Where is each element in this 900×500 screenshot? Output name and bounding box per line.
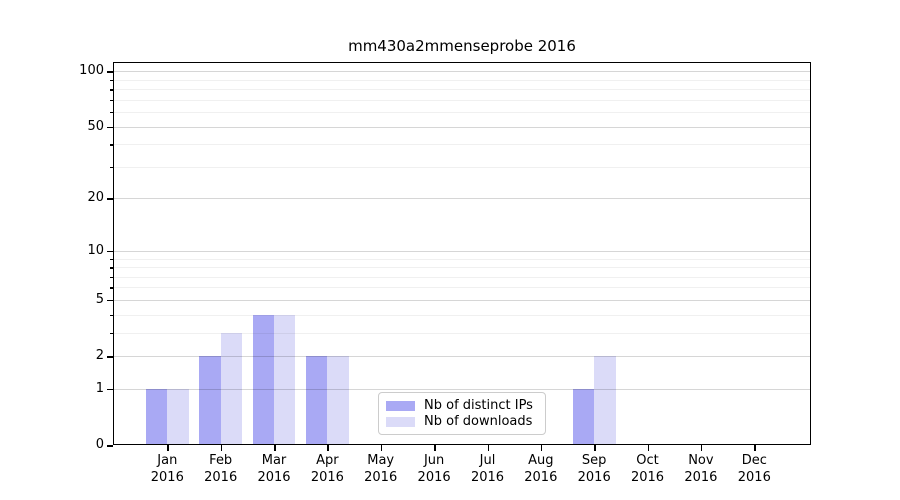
gridline-major-50	[113, 126, 811, 128]
x-tick-jun	[434, 445, 436, 451]
gridline-minor-4	[113, 314, 811, 316]
legend-swatch-downloads	[386, 416, 415, 427]
bar-downloads-mar	[274, 314, 296, 445]
y-minortick-7	[110, 276, 113, 278]
x-tick-feb	[220, 445, 223, 451]
y-tick-label-100: 100	[79, 63, 104, 79]
x-tick-dec	[754, 445, 756, 451]
y-tick-20	[107, 198, 113, 200]
x-tick-mar	[274, 445, 276, 451]
y-minortick-4	[110, 314, 113, 317]
y-tick-2	[107, 356, 113, 358]
gridline-major-2	[113, 356, 811, 357]
gridline-major-20	[113, 198, 811, 200]
x-tick-label-dec: Dec 2016	[737, 453, 771, 485]
x-tick-may	[380, 445, 383, 451]
x-tick-label-sep: Sep 2016	[577, 453, 611, 485]
x-tick-label-apr: Apr 2016	[310, 453, 344, 485]
x-tick-label-may: May 2016	[364, 453, 398, 485]
bars-layer	[113, 62, 811, 445]
gridline-minor-40	[113, 144, 811, 146]
legend-label-distinct-ips: Nb of distinct IPs	[424, 398, 533, 413]
legend: Nb of distinct IPs Nb of downloads	[378, 392, 546, 435]
legend-swatch-distinct-ips	[386, 400, 415, 411]
gridline-minor-90	[113, 79, 811, 81]
bar-distinct-ips-sep	[572, 388, 595, 445]
bar-distinct-ips-apr	[306, 356, 328, 445]
legend-item-distinct-ips: Nb of distinct IPs	[386, 398, 537, 413]
y-minortick-80	[110, 89, 113, 91]
y-minortick-8	[110, 267, 113, 269]
gridline-major-5	[113, 299, 811, 301]
y-tick-5	[107, 299, 113, 302]
y-minortick-3	[110, 332, 113, 335]
y-tick-label-1: 1	[95, 380, 104, 396]
y-tick-label-20: 20	[87, 190, 104, 206]
gridline-major-100	[113, 71, 811, 73]
y-tick-0	[107, 445, 113, 447]
x-tick-label-aug: Aug 2016	[524, 453, 558, 485]
y-tick-label-10: 10	[87, 242, 104, 258]
gridline-major-10	[113, 250, 811, 252]
y-tick-label-0: 0	[95, 437, 104, 452]
gridline-minor-3	[113, 332, 811, 334]
x-tick-sep	[594, 445, 596, 451]
gridline-minor-30	[113, 166, 811, 168]
gridline-minor-9	[113, 258, 811, 260]
x-tick-label-mar: Mar 2016	[257, 453, 291, 485]
y-tick-10	[107, 250, 113, 253]
y-tick-100	[107, 71, 113, 73]
x-tick-label-jan: Jan 2016	[150, 453, 184, 485]
bar-distinct-ips-mar	[252, 314, 274, 445]
bar-downloads-apr	[327, 356, 349, 445]
y-minortick-30	[110, 166, 113, 169]
x-tick-label-oct: Oct 2016	[630, 453, 665, 485]
bar-distinct-ips-jan	[145, 388, 168, 445]
gridline-major-1	[113, 388, 811, 390]
grid-layer	[113, 62, 811, 445]
x-tick-jan	[167, 445, 169, 451]
y-minortick-6	[110, 287, 113, 289]
y-minortick-9	[110, 258, 113, 260]
x-tick-label-jun: Jun 2016	[417, 453, 451, 485]
bar-downloads-jan	[167, 388, 189, 445]
x-tick-apr	[327, 445, 329, 451]
gridline-minor-7	[113, 276, 811, 278]
y-tick-label-2: 2	[95, 348, 104, 363]
y-minortick-90	[110, 79, 113, 81]
gridline-minor-8	[113, 267, 811, 268]
y-tick-1	[107, 388, 113, 391]
x-tick-oct	[647, 445, 649, 451]
x-tick-jul	[487, 445, 489, 451]
legend-label-downloads: Nb of downloads	[424, 414, 533, 429]
gridline-minor-60	[113, 111, 811, 113]
bar-distinct-ips-feb	[199, 356, 221, 445]
x-tick-label-feb: Feb 2016	[204, 453, 238, 485]
bar-downloads-sep	[594, 356, 616, 445]
y-minortick-40	[110, 144, 113, 146]
gridline-minor-6	[113, 287, 811, 289]
x-tick-label-nov: Nov 2016	[684, 453, 718, 485]
x-tick-nov	[700, 445, 703, 451]
y-minortick-60	[110, 111, 113, 114]
gridline-minor-70	[113, 99, 811, 101]
y-minortick-70	[110, 99, 113, 102]
gridline-minor-80	[113, 89, 811, 90]
x-tick-label-jul: Jul 2016	[470, 453, 505, 485]
y-tick-50	[107, 126, 113, 128]
x-tick-aug	[540, 445, 543, 451]
legend-item-downloads: Nb of downloads	[386, 414, 537, 429]
bar-downloads-feb	[220, 332, 243, 445]
y-tick-label-50: 50	[87, 118, 104, 134]
y-tick-label-5: 5	[95, 291, 104, 307]
chart-title: mm430a2mmenseprobe 2016	[348, 37, 576, 55]
